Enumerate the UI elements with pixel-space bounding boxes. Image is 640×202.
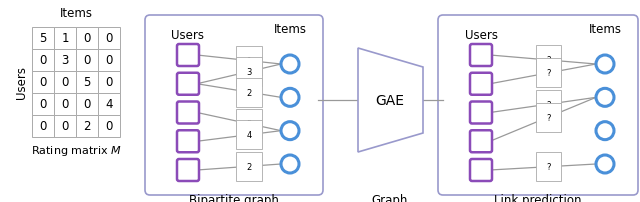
FancyBboxPatch shape (177, 45, 199, 67)
Text: 0: 0 (83, 32, 91, 45)
Text: 0: 0 (39, 76, 47, 89)
Text: Graph
Auto-Encoder: Graph Auto-Encoder (350, 193, 430, 202)
FancyBboxPatch shape (470, 131, 492, 153)
Text: 5: 5 (39, 32, 47, 45)
Polygon shape (358, 49, 423, 152)
Text: 0: 0 (83, 54, 91, 67)
Text: 0: 0 (106, 76, 113, 89)
Text: ?: ? (546, 100, 550, 109)
FancyBboxPatch shape (470, 159, 492, 181)
Bar (32, 28, 54, 50)
Text: 0: 0 (61, 76, 68, 89)
FancyBboxPatch shape (438, 16, 638, 195)
Bar (76, 50, 98, 72)
Bar (54, 115, 76, 137)
Bar (98, 115, 120, 137)
Bar (54, 50, 76, 72)
FancyBboxPatch shape (470, 73, 492, 95)
Bar (76, 94, 98, 115)
Text: 0: 0 (39, 54, 47, 67)
Bar (76, 72, 98, 94)
Bar (98, 94, 120, 115)
Text: 0: 0 (39, 98, 47, 111)
Text: Users: Users (172, 29, 205, 42)
Text: 3: 3 (246, 68, 252, 77)
Bar (98, 28, 120, 50)
Bar (32, 72, 54, 94)
Bar (76, 28, 98, 50)
Text: 0: 0 (106, 120, 113, 133)
Text: 0: 0 (39, 120, 47, 133)
Bar (32, 50, 54, 72)
Text: ?: ? (546, 162, 550, 171)
Text: Users: Users (15, 66, 29, 99)
Circle shape (281, 56, 299, 74)
Text: ?: ? (546, 113, 550, 122)
Bar (98, 72, 120, 94)
FancyBboxPatch shape (470, 102, 492, 124)
Bar (32, 94, 54, 115)
Text: Rating matrix $M$: Rating matrix $M$ (31, 143, 122, 157)
FancyBboxPatch shape (177, 131, 199, 153)
Circle shape (596, 155, 614, 173)
Bar (32, 115, 54, 137)
Text: 2: 2 (246, 162, 252, 171)
Text: Items: Items (589, 23, 621, 36)
Text: 4: 4 (246, 130, 252, 140)
Text: Users: Users (465, 29, 497, 42)
Text: 5: 5 (246, 120, 252, 129)
Text: 2: 2 (83, 120, 91, 133)
Text: ?: ? (546, 56, 550, 65)
Text: 0: 0 (83, 98, 91, 111)
Bar (98, 50, 120, 72)
Text: 0: 0 (61, 98, 68, 111)
Text: 4: 4 (105, 98, 113, 111)
Circle shape (596, 56, 614, 74)
Circle shape (596, 122, 614, 140)
Text: 1: 1 (246, 57, 252, 66)
FancyBboxPatch shape (177, 159, 199, 181)
Text: 1: 1 (61, 32, 68, 45)
Circle shape (281, 155, 299, 173)
Bar (76, 115, 98, 137)
FancyBboxPatch shape (145, 16, 323, 195)
Circle shape (596, 89, 614, 107)
Text: GAE: GAE (376, 94, 404, 107)
FancyBboxPatch shape (177, 73, 199, 95)
Text: 0: 0 (61, 120, 68, 133)
Bar (54, 72, 76, 94)
Text: 3: 3 (61, 54, 68, 67)
Text: Items: Items (60, 7, 93, 20)
Text: ?: ? (546, 69, 550, 78)
Text: Items: Items (273, 23, 307, 36)
Text: Bipartite graph: Bipartite graph (189, 193, 279, 202)
Text: 2: 2 (246, 88, 252, 97)
FancyBboxPatch shape (177, 102, 199, 124)
Text: 5: 5 (83, 76, 91, 89)
Text: Link prediction: Link prediction (494, 193, 582, 202)
Circle shape (281, 89, 299, 107)
Bar (54, 94, 76, 115)
Circle shape (281, 122, 299, 140)
Text: 0: 0 (106, 54, 113, 67)
Bar (54, 28, 76, 50)
FancyBboxPatch shape (470, 45, 492, 67)
Text: 0: 0 (106, 32, 113, 45)
